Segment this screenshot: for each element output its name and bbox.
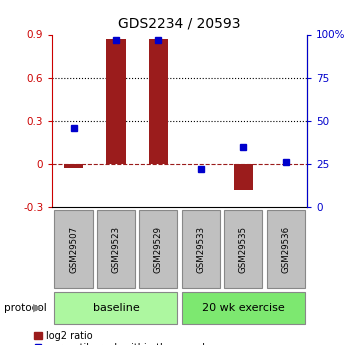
Text: protocol: protocol — [4, 303, 46, 313]
Bar — [97, 210, 135, 288]
Bar — [266, 210, 305, 288]
Bar — [234, 164, 253, 190]
Text: baseline: baseline — [92, 303, 139, 313]
Title: GDS2234 / 20593: GDS2234 / 20593 — [118, 17, 241, 31]
Bar — [182, 210, 220, 288]
Bar — [139, 210, 178, 288]
Text: GSM29529: GSM29529 — [154, 226, 163, 273]
Text: GSM29507: GSM29507 — [69, 226, 78, 273]
Bar — [224, 210, 262, 288]
Bar — [182, 292, 305, 324]
Text: ▶: ▶ — [33, 303, 42, 313]
Bar — [149, 39, 168, 164]
Bar — [64, 164, 83, 168]
Bar — [55, 292, 178, 324]
Bar — [106, 39, 126, 164]
Text: GSM29523: GSM29523 — [112, 226, 121, 273]
Legend: log2 ratio, percentile rank within the sample: log2 ratio, percentile rank within the s… — [34, 331, 212, 345]
Text: GSM29536: GSM29536 — [281, 226, 290, 273]
Bar — [55, 210, 93, 288]
Text: 20 wk exercise: 20 wk exercise — [202, 303, 284, 313]
Text: GSM29535: GSM29535 — [239, 226, 248, 273]
Text: GSM29533: GSM29533 — [196, 226, 205, 273]
